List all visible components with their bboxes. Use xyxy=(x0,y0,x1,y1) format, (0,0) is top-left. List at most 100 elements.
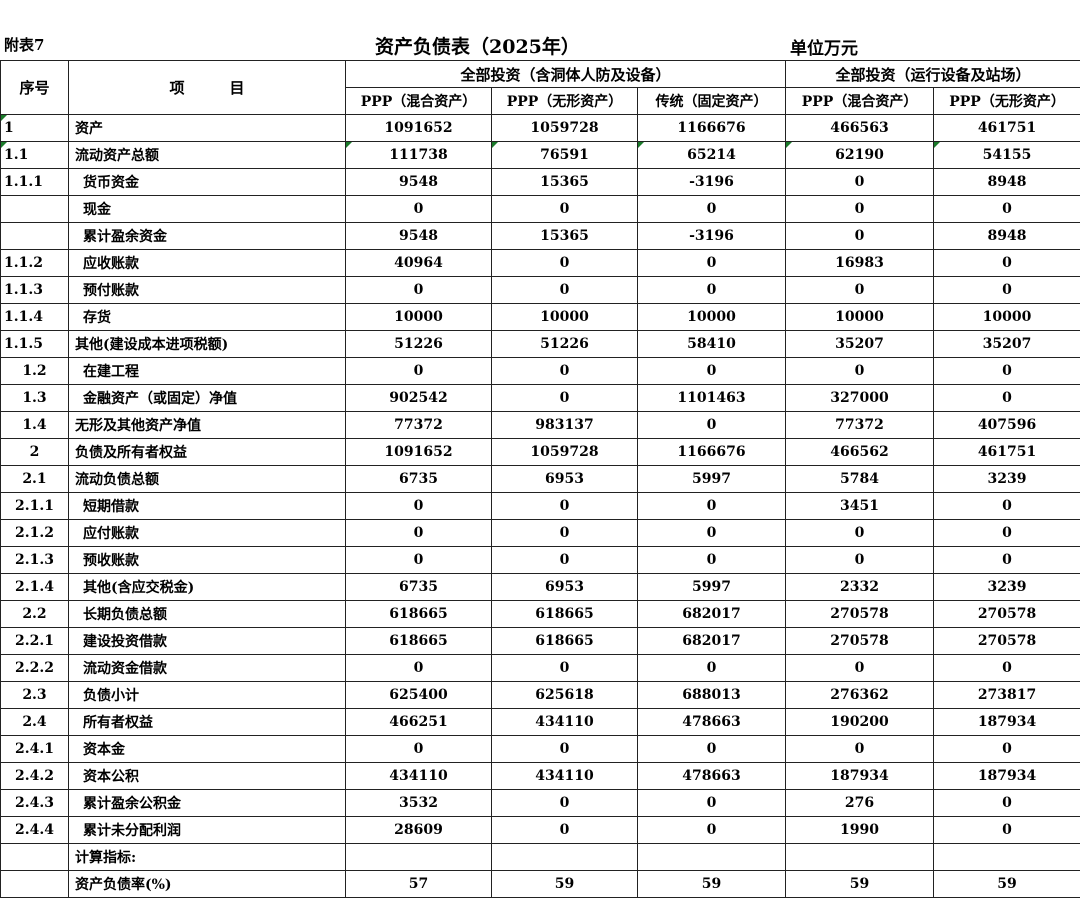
row-item[interactable]: 负债及所有者权益 xyxy=(68,438,346,466)
row-value[interactable]: 57 xyxy=(345,870,492,898)
row-value[interactable]: 0 xyxy=(491,384,638,412)
row-value[interactable] xyxy=(785,843,935,871)
row-item[interactable]: 预收账款 xyxy=(68,546,346,574)
row-value[interactable]: 0 xyxy=(491,357,638,385)
row-value[interactable]: 0 xyxy=(785,276,935,304)
row-value[interactable]: 270578 xyxy=(933,627,1080,655)
row-value[interactable] xyxy=(636,843,787,871)
row-value[interactable]: 6735 xyxy=(345,573,492,601)
row-value[interactable]: 58410 xyxy=(636,330,787,358)
row-value[interactable]: 0 xyxy=(636,816,787,844)
row-value[interactable]: 1166676 xyxy=(636,114,787,142)
row-value[interactable]: 0 xyxy=(933,654,1080,682)
row-item[interactable]: 累计未分配利润 xyxy=(68,816,346,844)
row-value[interactable]: 35207 xyxy=(785,330,935,358)
row-value[interactable]: 6953 xyxy=(491,573,638,601)
row-seq[interactable] xyxy=(0,222,69,250)
row-value[interactable]: 434110 xyxy=(491,708,638,736)
row-value[interactable]: 466251 xyxy=(345,708,492,736)
row-item[interactable]: 其他(建设成本进项税额) xyxy=(68,330,346,358)
row-value[interactable]: 273817 xyxy=(933,681,1080,709)
row-value[interactable]: 62190 xyxy=(785,141,935,169)
row-value[interactable]: 0 xyxy=(345,519,492,547)
row-seq[interactable]: 2.4 xyxy=(0,708,69,736)
row-value[interactable]: 0 xyxy=(933,195,1080,223)
row-value[interactable]: 270578 xyxy=(785,600,935,628)
row-value[interactable]: 10000 xyxy=(636,303,787,331)
row-value[interactable]: 0 xyxy=(345,357,492,385)
row-value[interactable]: 10000 xyxy=(491,303,638,331)
row-value[interactable]: 0 xyxy=(345,654,492,682)
row-seq[interactable]: 1.1.3 xyxy=(0,276,69,304)
row-value[interactable]: 5784 xyxy=(785,465,935,493)
row-value[interactable]: 618665 xyxy=(345,600,492,628)
row-value[interactable]: 59 xyxy=(785,870,935,898)
row-value[interactable]: 10000 xyxy=(933,303,1080,331)
row-value[interactable]: 0 xyxy=(785,222,935,250)
row-value[interactable]: 478663 xyxy=(636,708,787,736)
row-value[interactable]: 51226 xyxy=(345,330,492,358)
row-value[interactable]: 682017 xyxy=(636,600,787,628)
row-value[interactable]: 0 xyxy=(636,195,787,223)
row-seq[interactable]: 2.4.2 xyxy=(0,762,69,790)
row-value[interactable]: 28609 xyxy=(345,816,492,844)
row-value[interactable]: 0 xyxy=(491,276,638,304)
row-value[interactable]: 1166676 xyxy=(636,438,787,466)
row-item[interactable]: 资本金 xyxy=(68,735,346,763)
row-value[interactable]: 0 xyxy=(636,357,787,385)
row-seq[interactable]: 1.1.5 xyxy=(0,330,69,358)
row-value[interactable]: 1091652 xyxy=(345,438,492,466)
row-value[interactable]: 35207 xyxy=(933,330,1080,358)
row-item[interactable]: 资产 xyxy=(68,114,346,142)
row-value[interactable]: 0 xyxy=(785,357,935,385)
row-value[interactable]: 461751 xyxy=(933,114,1080,142)
row-value[interactable]: 0 xyxy=(636,735,787,763)
row-seq[interactable]: 1.4 xyxy=(0,411,69,439)
row-value[interactable]: 276 xyxy=(785,789,935,817)
row-value[interactable]: 65214 xyxy=(636,141,787,169)
row-value[interactable]: 8948 xyxy=(933,222,1080,250)
row-value[interactable]: 407596 xyxy=(933,411,1080,439)
row-value[interactable]: 0 xyxy=(636,546,787,574)
row-value[interactable]: 1059728 xyxy=(491,438,638,466)
row-value[interactable]: 187934 xyxy=(785,762,935,790)
row-value[interactable]: 187934 xyxy=(933,762,1080,790)
row-value[interactable]: 0 xyxy=(933,384,1080,412)
row-item[interactable]: 累计盈余公积金 xyxy=(68,789,346,817)
row-seq[interactable]: 2.2 xyxy=(0,600,69,628)
row-value[interactable]: 625618 xyxy=(491,681,638,709)
row-value[interactable]: 0 xyxy=(491,816,638,844)
row-value[interactable]: 77372 xyxy=(345,411,492,439)
row-value[interactable]: 59 xyxy=(933,870,1080,898)
row-value[interactable]: 0 xyxy=(933,357,1080,385)
row-value[interactable]: 3532 xyxy=(345,789,492,817)
row-value[interactable]: 682017 xyxy=(636,627,787,655)
row-value[interactable]: 3239 xyxy=(933,573,1080,601)
row-value[interactable]: 618665 xyxy=(491,627,638,655)
row-value[interactable]: 0 xyxy=(785,735,935,763)
row-value[interactable]: 1059728 xyxy=(491,114,638,142)
row-value[interactable]: 16983 xyxy=(785,249,935,277)
row-value[interactable]: -3196 xyxy=(636,168,787,196)
row-value[interactable]: 15365 xyxy=(491,168,638,196)
row-item[interactable]: 流动负债总额 xyxy=(68,465,346,493)
row-value[interactable]: 618665 xyxy=(491,600,638,628)
row-item[interactable]: 累计盈余资金 xyxy=(68,222,346,250)
row-value[interactable]: 0 xyxy=(636,492,787,520)
row-seq[interactable]: 2.4.3 xyxy=(0,789,69,817)
row-seq[interactable]: 2.2.2 xyxy=(0,654,69,682)
row-item[interactable]: 资本公积 xyxy=(68,762,346,790)
row-seq[interactable]: 2.2.1 xyxy=(0,627,69,655)
row-value[interactable]: 0 xyxy=(933,492,1080,520)
row-value[interactable]: 276362 xyxy=(785,681,935,709)
row-seq[interactable]: 1 xyxy=(0,114,69,142)
row-seq[interactable]: 1.2 xyxy=(0,357,69,385)
row-seq[interactable] xyxy=(0,843,69,871)
row-value[interactable]: 9548 xyxy=(345,168,492,196)
row-value[interactable]: 0 xyxy=(636,519,787,547)
row-item[interactable]: 在建工程 xyxy=(68,357,346,385)
row-value[interactable]: 625400 xyxy=(345,681,492,709)
row-seq[interactable]: 2.1 xyxy=(0,465,69,493)
row-value[interactable]: 0 xyxy=(785,546,935,574)
row-item[interactable]: 货币资金 xyxy=(68,168,346,196)
